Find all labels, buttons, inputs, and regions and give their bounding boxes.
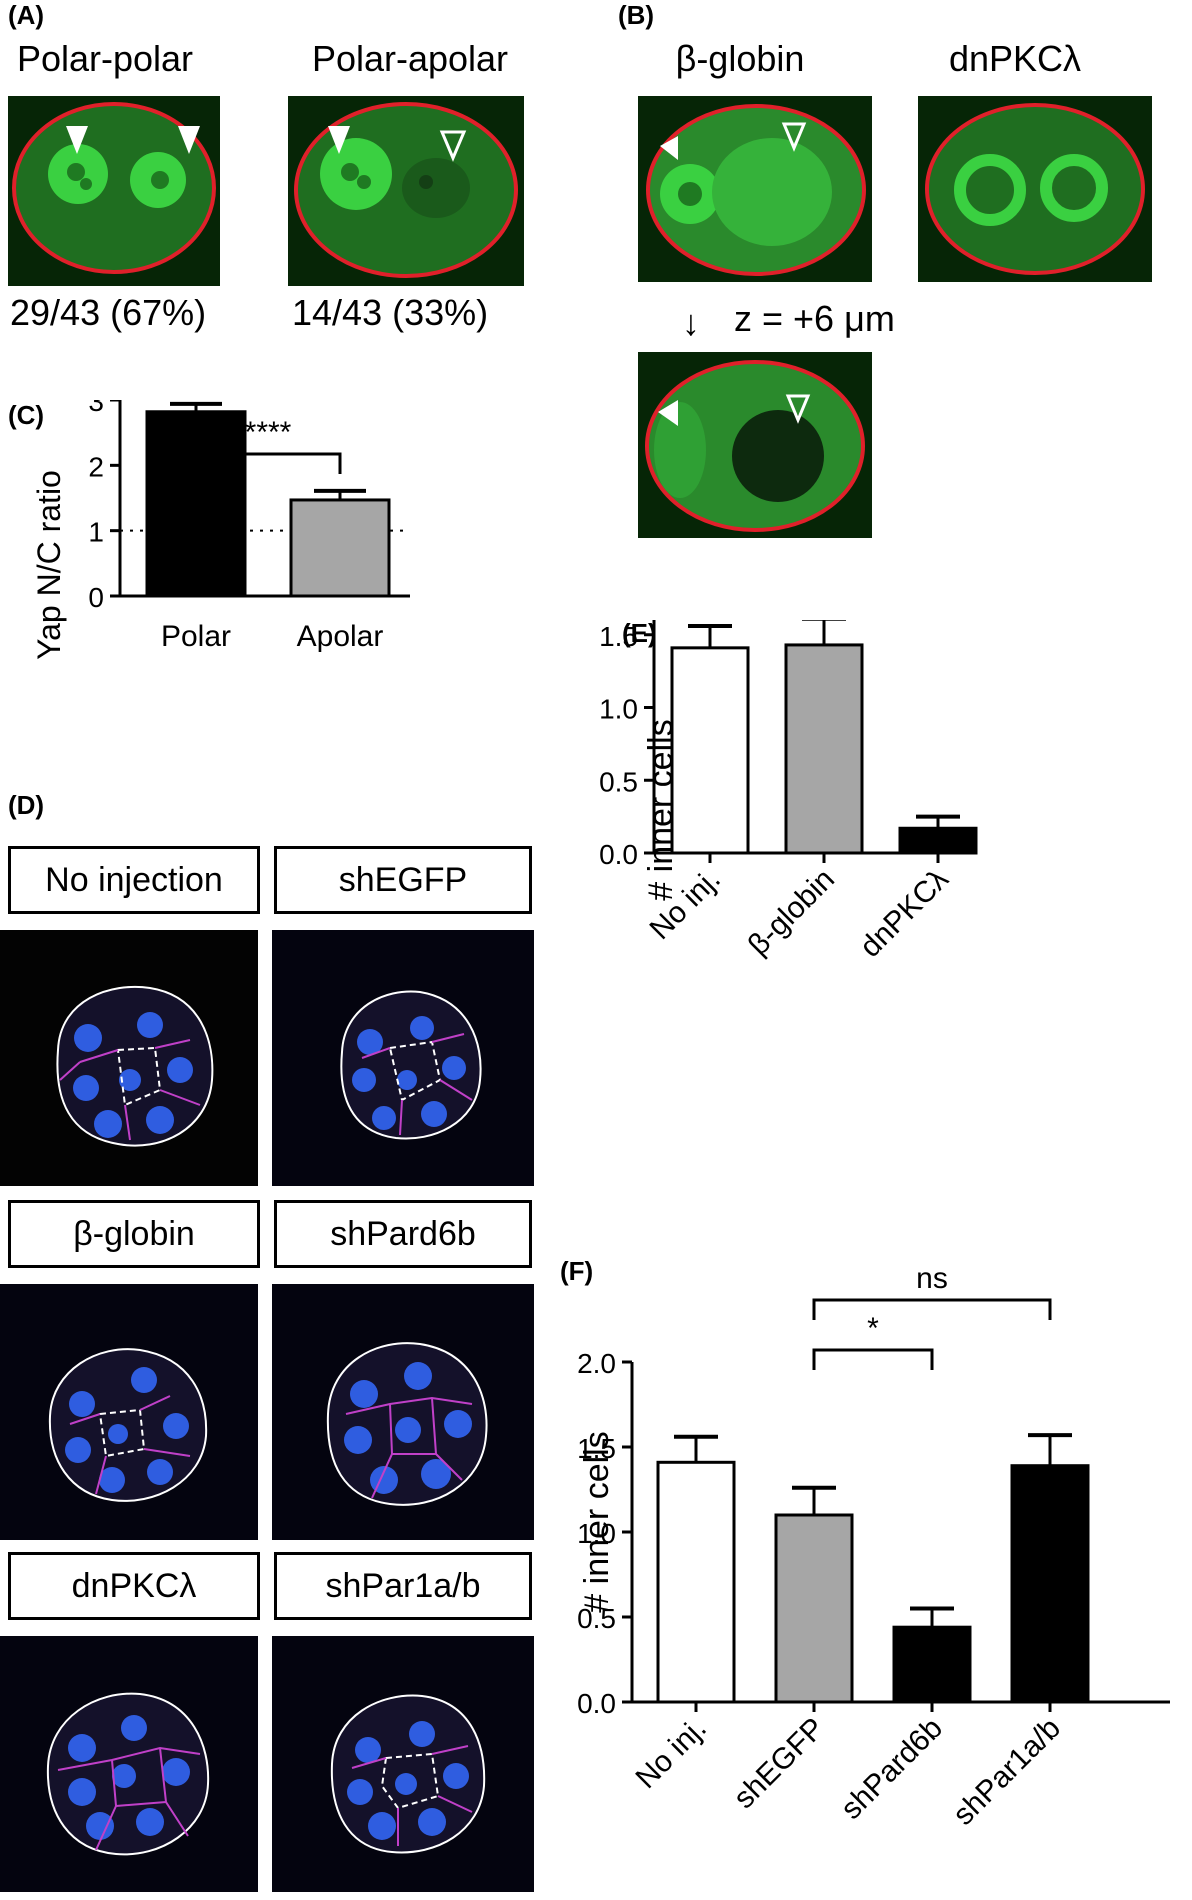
embryo-shegfp-svg [340,990,482,1140]
micrograph-dnpkc-svg [925,103,1145,275]
x-tick-label: dnPKCλ [854,863,955,964]
x-tick-label: Polar [161,620,231,653]
filled-arrowhead-icon [178,126,200,154]
micrograph-polar-polar-svg [12,102,216,274]
y-tick-label: 1 [88,517,104,548]
micrograph-beta-globin-d [0,1284,258,1540]
embryo-dnpkc-svg [46,1692,210,1856]
bar-1 [774,1513,854,1704]
panel-a-title-polar-polar: Polar-polar [16,38,194,79]
chart-c: Yap N/C ratio 0 1 2 3 Polar Apolar **** [31,400,410,660]
bar-1 [289,498,391,598]
panel-f-label: (F) [560,1256,593,1286]
y-tick-label: 2.0 [577,1348,616,1379]
micrograph-shpar1ab [272,1636,534,1892]
y-tick-label: 0.5 [577,1603,616,1634]
x-tick-label: Apolar [297,620,384,653]
panel-b-label: (B) [618,0,655,30]
significance-bracket [812,1298,1052,1320]
chart-e: (E) # inner cells 0.00.51.01.52.0No inj.… [599,620,978,964]
count-polar-polar: 29/43 (67%) [10,292,207,333]
open-arrowhead-icon [785,394,811,424]
bar-0 [145,410,247,598]
x-tick-label: β-globin [742,863,841,962]
significance-label: **** [245,416,292,449]
embryo-beta-globin-svg [48,1348,208,1502]
label-shpar1ab: shPar1a/b [274,1552,532,1620]
y-tick-label: 0.5 [599,766,638,797]
chart-f: (F) # inner cells 0.0 0.5 1.0 1.5 2.0 No inj.… [560,1256,1170,1832]
bar-0 [670,646,750,855]
y-tick-label: 1.5 [577,1433,616,1464]
panel-a-title-polar-apolar: Polar-apolar [311,38,509,79]
micrograph-dnpkc-d [0,1636,258,1892]
micrograph-beta-globin-svg [646,104,866,276]
y-tick-label: 3 [88,400,104,417]
label-no-injection: No injection [8,846,260,914]
filled-arrowhead-icon [328,126,350,154]
chart-f-ylabel: # inner cells [578,1431,616,1612]
label-shegfp: shEGFP [274,846,532,914]
filled-arrowhead-icon [658,400,678,426]
x-tick-label: No inj. [629,1712,712,1795]
y-tick-label: 2 [88,451,104,482]
bar-3 [1010,1464,1090,1704]
bar-2 [898,826,978,855]
x-tick-label: shPard6b [835,1712,949,1826]
bar-0 [656,1460,736,1704]
panel-a-label: (A) [8,0,45,30]
micrograph-beta-globin [638,96,872,282]
micrograph-no-injection [0,930,258,1186]
significance-bracket [812,1348,934,1370]
panel-c-label: (C) [8,400,45,430]
y-tick-label: 1.0 [577,1518,616,1549]
y-tick-label: 0 [88,582,104,613]
micrograph-shegfp [272,930,534,1186]
micrograph-beta-globin-z6 [638,352,872,538]
bar-2 [892,1625,972,1704]
label-shpard6b: shPard6b [274,1200,532,1268]
y-tick-label: 1.0 [599,694,638,725]
micrograph-beta-globin-z6-svg [645,360,865,532]
chart-c-ylabel: Yap N/C ratio [31,470,67,660]
z-offset-label: z = +6 μm [734,298,895,339]
significance-label: ns [916,1262,948,1295]
down-arrow-icon: ↓ [682,302,700,343]
embryo-no-injection-svg [56,986,214,1147]
micrograph-polar-polar [8,96,220,286]
y-tick-label: 1.5 [599,621,638,652]
count-polar-apolar: 14/43 (33%) [292,292,489,333]
panel-b-title-dnpkc: dnPKCλ [948,38,1082,79]
micrograph-polar-apolar-svg [294,102,518,278]
filled-arrowhead-icon [660,136,678,160]
open-arrowhead-icon [781,122,807,152]
significance-bracket [194,452,342,474]
significance-label: * [867,1312,879,1345]
panel-b-title-beta-globin: β-globin [675,38,805,79]
embryo-shpard6b-svg [326,1342,488,1506]
open-arrowhead-icon [439,130,467,162]
micrograph-shpard6b [272,1284,534,1540]
bar-1 [784,643,864,855]
micrograph-dnpkc [918,96,1152,282]
panel-d-label: (D) [8,790,45,820]
embryo-shpar1ab-svg [330,1694,486,1854]
y-tick-label: 0.0 [577,1688,616,1719]
filled-arrowhead-icon [66,126,88,154]
label-beta-globin: β-globin [8,1200,260,1268]
x-tick-label: shEGFP [727,1712,831,1816]
label-dnpkc: dnPKCλ [8,1552,260,1620]
micrograph-polar-apolar [288,96,524,286]
x-tick-label: shPar1a/b [947,1712,1067,1832]
y-tick-label: 0.0 [599,839,638,870]
